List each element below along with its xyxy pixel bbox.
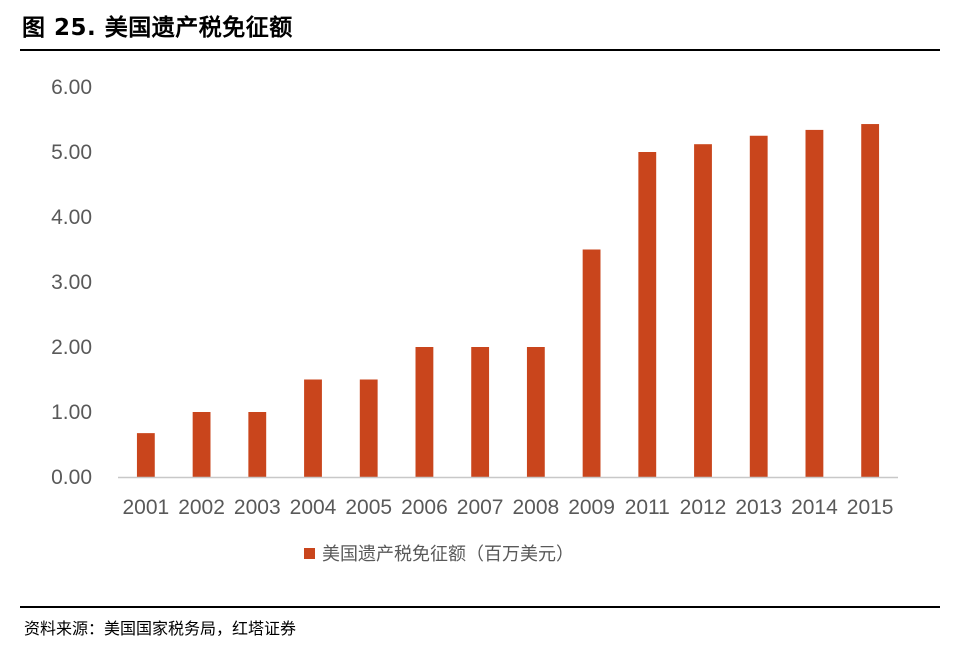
x-tick-label: 2007	[457, 496, 504, 519]
x-tick-label: 2013	[735, 496, 782, 519]
x-tick-label: 2011	[625, 496, 670, 519]
title-rule	[20, 49, 940, 51]
y-tick-label: 2.00	[51, 336, 92, 359]
x-tick-label: 2005	[345, 496, 392, 519]
y-tick-label: 6.00	[51, 76, 92, 99]
bar	[471, 347, 490, 477]
bar	[415, 347, 434, 477]
legend-label: 美国遗产税免征额（百万美元）	[322, 544, 574, 565]
x-tick-label: 2009	[568, 496, 615, 519]
bar	[694, 144, 712, 477]
x-tick-label: 2004	[290, 496, 337, 519]
bar	[192, 412, 211, 477]
y-tick-label: 5.00	[51, 141, 92, 164]
bar	[749, 135, 768, 477]
x-tick-label: 2002	[178, 496, 225, 519]
bar	[805, 129, 824, 477]
bar	[136, 433, 155, 478]
x-tick-label: 2014	[791, 496, 838, 519]
bar	[638, 152, 657, 477]
x-tick-label: 2008	[513, 496, 560, 519]
x-tick-label: 2006	[401, 496, 448, 519]
bar	[861, 124, 880, 478]
bar	[359, 379, 378, 477]
footer-rule	[20, 606, 940, 608]
bar	[582, 249, 601, 477]
bar-series	[136, 124, 880, 478]
bar	[248, 412, 267, 477]
y-tick-label: 0.00	[51, 466, 92, 489]
bar-chart: 0.001.002.003.004.005.006.00 2001 2002 200…	[51, 76, 898, 565]
y-tick-label: 4.00	[51, 206, 92, 229]
y-tick-label: 1.00	[51, 401, 92, 424]
legend-swatch	[304, 548, 315, 559]
x-tick-label: 2003	[234, 496, 281, 519]
source-note: 资料来源：美国国家税务局，红塔证券	[24, 619, 297, 638]
y-axis: 0.00 1.00 2.00 3.00 4.00 5.00 6.00	[51, 76, 92, 489]
bar	[526, 347, 545, 477]
x-tick-label: 2012	[680, 496, 727, 519]
bar	[304, 379, 322, 477]
x-tick-label: 2001	[123, 496, 170, 519]
x-axis: 2001 2002 2003 2004 2005 2006 2007 2008 2009 2011…	[123, 496, 894, 519]
legend: 美国遗产税免征额（百万美元）	[304, 544, 574, 565]
y-tick-label: 3.00	[51, 271, 92, 294]
x-tick-label: 2015	[847, 496, 894, 519]
figure-title: 图 25. 美国遗产税免征额	[22, 15, 293, 41]
